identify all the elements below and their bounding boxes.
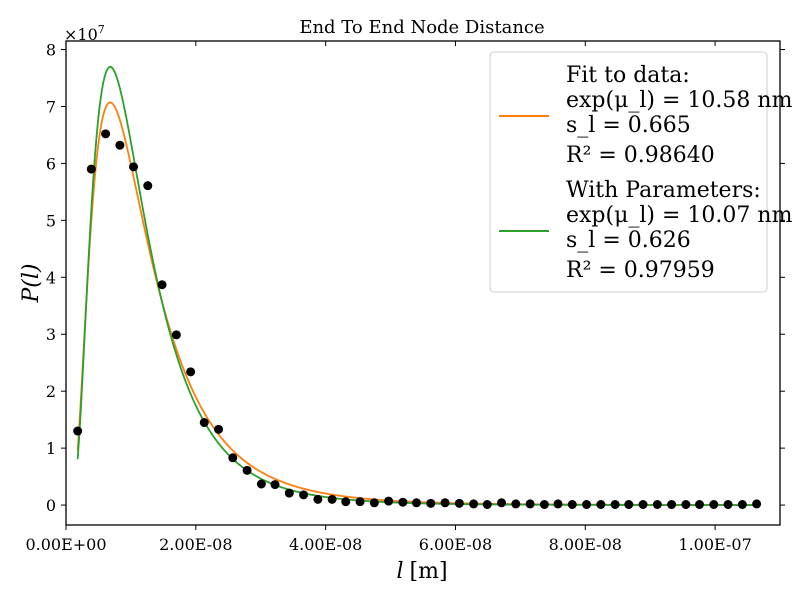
y-multiplier: ×107 [64, 23, 105, 44]
data-point [270, 480, 280, 490]
data-point [398, 497, 408, 507]
data-point [115, 140, 125, 150]
y-multiplier-base: ×10 [64, 25, 98, 44]
data-point [199, 418, 209, 428]
data-point [723, 500, 733, 510]
plot-frame [65, 40, 781, 526]
y-axis-label: P(l) [19, 263, 44, 303]
x-axis: 0.00E+00 2.00E-08 4.00E-08 6.00E-08 8.00E-08… [25, 41, 752, 554]
data-point [384, 496, 394, 506]
data-point [582, 500, 592, 510]
data-point [101, 129, 111, 139]
data-point [737, 500, 747, 510]
chart-title: End To End Node Distance [299, 17, 544, 38]
y-axis: 0 1 2 3 4 5 6 7 8 [46, 41, 785, 515]
y-tick-label: 0 [46, 496, 56, 515]
data-point [709, 500, 719, 510]
data-point [667, 500, 677, 510]
y-tick-label: 5 [46, 211, 56, 230]
data-point [482, 500, 492, 510]
y-tick-label: 6 [46, 154, 56, 173]
legend-params-r2: R² = 0.97959 [566, 258, 715, 283]
legend-params-title: With Parameters: [566, 178, 761, 203]
data-point [624, 500, 634, 510]
legend-params-s: s_l = 0.626 [566, 228, 691, 253]
data-point [369, 498, 379, 508]
x-tick-label: 4.00E-08 [289, 535, 362, 554]
legend-fit-title: Fit to data: [566, 63, 690, 88]
data-point [143, 181, 153, 191]
data-point [313, 494, 323, 504]
data-point [412, 498, 422, 508]
data-point [525, 499, 535, 509]
data-point [228, 453, 238, 463]
data-point [652, 500, 662, 510]
data-point [426, 498, 436, 508]
y-tick-label: 8 [46, 41, 56, 60]
x-tick-label: 6.00E-08 [419, 535, 492, 554]
data-point [638, 500, 648, 510]
data-points [73, 129, 762, 510]
data-point [73, 426, 83, 436]
legend-fit-mu: exp(μ_l) = 10.58 nm [566, 88, 793, 113]
legend-box [489, 51, 768, 293]
x-axis-label-symbol: l [396, 559, 403, 584]
data-point [355, 497, 365, 507]
data-point [284, 488, 294, 498]
x-tick-label: 2.00E-08 [159, 535, 232, 554]
x-tick-label: 1.00E-07 [678, 535, 751, 554]
data-point [157, 280, 167, 290]
data-point [596, 500, 606, 510]
data-point [695, 500, 705, 510]
data-point [327, 494, 337, 504]
x-tick-label: 8.00E-08 [549, 535, 622, 554]
data-point [242, 465, 252, 475]
legend-params-mu: exp(μ_l) = 10.07 nm [566, 203, 793, 228]
data-point [469, 499, 479, 509]
data-point [86, 164, 96, 174]
x-axis-label-unit: [m] [410, 559, 448, 584]
data-point [171, 330, 181, 340]
data-point [497, 498, 507, 508]
data-point [186, 367, 196, 377]
legend-fit-r2: R² = 0.98640 [566, 143, 715, 168]
data-point [214, 424, 224, 434]
legend: Fit to data: exp(μ_l) = 10.58 nm s_l = 0… [489, 51, 793, 293]
data-point [681, 500, 691, 510]
data-point [299, 490, 309, 500]
y-tick-label: 7 [46, 97, 56, 116]
data-point [511, 499, 521, 509]
svg-text:×107: ×107 [64, 23, 105, 44]
data-point [610, 500, 620, 510]
data-point [752, 499, 762, 509]
y-multiplier-exponent: 7 [98, 23, 105, 36]
y-tick-label: 3 [46, 325, 56, 344]
data-point [129, 162, 139, 172]
x-tick-label: 0.00E+00 [25, 535, 106, 554]
data-point [539, 500, 549, 510]
legend-fit-s: s_l = 0.665 [566, 113, 691, 138]
x-axis-label: l [m] [396, 559, 447, 584]
y-tick-label: 2 [46, 382, 56, 401]
y-tick-label: 1 [46, 439, 56, 458]
data-point [553, 499, 563, 509]
data-point [454, 498, 464, 508]
data-point [256, 479, 266, 489]
data-point [440, 498, 450, 508]
y-tick-label: 4 [46, 268, 56, 287]
data-point [341, 497, 351, 507]
data-point [567, 500, 577, 510]
